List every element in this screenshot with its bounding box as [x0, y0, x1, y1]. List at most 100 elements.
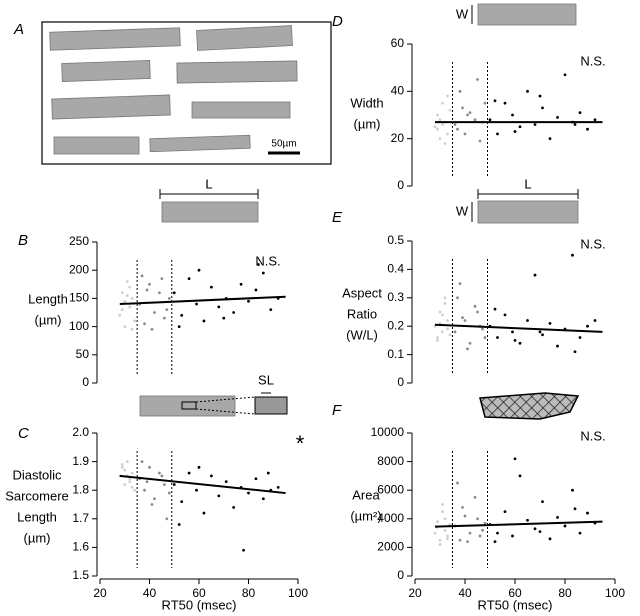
point: [145, 288, 149, 292]
y-tick-label: 1.8: [72, 482, 89, 496]
annotation: N.S.: [580, 53, 605, 68]
point: [593, 118, 597, 122]
point: [436, 336, 439, 339]
point: [513, 130, 517, 133]
point: [533, 527, 537, 531]
point: [578, 531, 582, 535]
point: [456, 481, 459, 485]
point: [436, 339, 439, 342]
x-tick-label: 80: [242, 586, 256, 600]
point: [446, 327, 449, 331]
illustration-label: L: [524, 176, 531, 191]
point: [197, 465, 201, 469]
point: [448, 333, 452, 337]
point: [120, 465, 124, 469]
point: [476, 78, 479, 81]
point: [441, 503, 444, 506]
y-tick-label: 0: [397, 178, 404, 192]
y-tick-label: 1.7: [72, 511, 89, 525]
point: [441, 101, 444, 105]
point: [187, 471, 191, 475]
point: [261, 497, 265, 501]
point: [125, 294, 129, 297]
y-axis-label: (µm): [24, 530, 51, 545]
point: [195, 488, 198, 492]
point: [578, 111, 582, 115]
illustration-label: L: [205, 176, 212, 191]
point: [446, 132, 449, 136]
y-axis-label: Sarcomere: [5, 488, 69, 503]
point: [458, 89, 462, 93]
x-axis-label: RT50 (msec): [478, 597, 553, 612]
point: [503, 313, 507, 317]
fit-line: [434, 323, 603, 333]
point: [167, 491, 171, 495]
point: [443, 296, 447, 300]
point: [128, 477, 132, 481]
point: [148, 282, 151, 286]
point: [463, 132, 467, 136]
point: [130, 328, 134, 331]
point: [466, 113, 469, 117]
annotation: N.S.: [580, 236, 605, 251]
point: [548, 537, 552, 541]
point: [556, 515, 559, 519]
point: [441, 313, 444, 317]
point: [143, 322, 146, 326]
x-tick-label: 100: [605, 586, 625, 600]
point: [130, 297, 134, 300]
y-tick-label: 10000: [371, 425, 405, 439]
point: [438, 118, 442, 122]
x-tick-label: 60: [508, 586, 522, 600]
point: [436, 127, 439, 131]
point: [150, 503, 154, 506]
point: [446, 319, 449, 322]
y-tick-label: 40: [391, 84, 405, 98]
point: [160, 474, 164, 478]
point: [563, 73, 567, 77]
point: [503, 510, 507, 514]
y-tick-label: 150: [69, 291, 89, 305]
point: [593, 319, 597, 322]
point: [448, 108, 452, 112]
point: [443, 517, 447, 521]
point: [586, 127, 589, 131]
x-tick-label: 40: [458, 586, 472, 600]
point: [232, 311, 236, 314]
point: [123, 483, 127, 486]
point: [266, 471, 270, 475]
y-axis-label: Length: [28, 291, 68, 306]
y-tick-label: 0.4: [387, 262, 404, 276]
point: [541, 500, 544, 504]
y-axis-label: Aspect: [342, 285, 382, 300]
y-tick-label: 0: [397, 375, 404, 389]
point: [140, 274, 144, 278]
point: [239, 282, 243, 286]
point: [493, 307, 497, 311]
point: [473, 118, 477, 122]
x-tick-label: 80: [558, 586, 572, 600]
point: [518, 474, 522, 478]
point: [478, 139, 482, 143]
point: [538, 330, 542, 334]
point: [483, 101, 487, 105]
illustration-label: W: [456, 203, 469, 218]
point: [511, 113, 514, 117]
point: [217, 305, 221, 309]
point: [461, 505, 464, 509]
point: [518, 341, 522, 345]
scale-label: 50µm: [271, 139, 296, 150]
point: [483, 336, 487, 339]
y-tick-label: 0.5: [387, 233, 404, 247]
point: [468, 531, 472, 535]
point: [145, 480, 149, 484]
panel-label: E: [332, 209, 343, 226]
point: [197, 268, 201, 272]
point: [513, 339, 517, 342]
y-tick-label: 200: [69, 262, 89, 276]
annotation: N.S.: [580, 428, 605, 443]
point: [541, 333, 544, 337]
point: [468, 111, 472, 115]
x-axis-label: RT50 (msec): [162, 597, 237, 612]
y-tick-label: 20: [391, 131, 405, 145]
